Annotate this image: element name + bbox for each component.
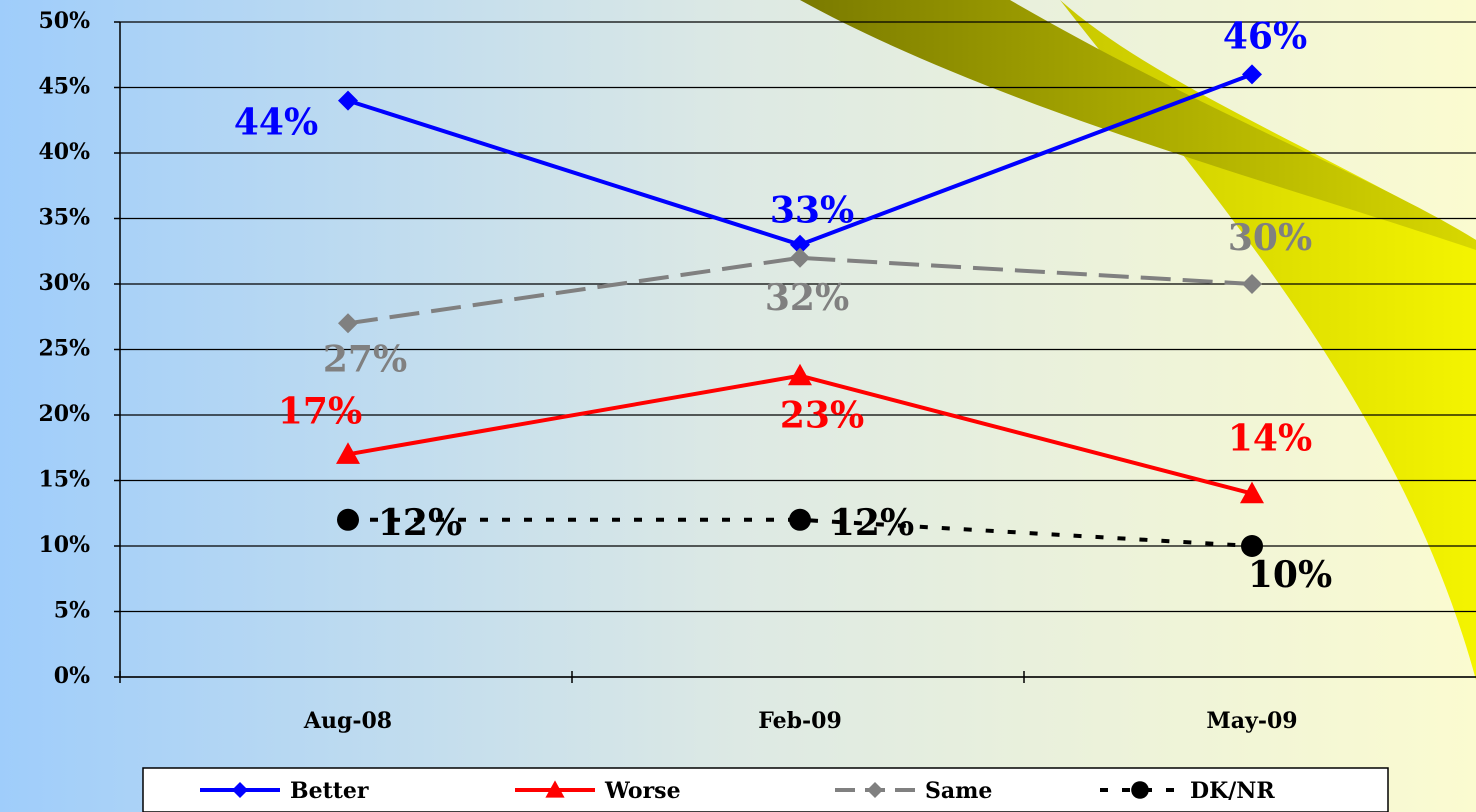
- legend-label: Better: [290, 778, 369, 804]
- marker: [790, 234, 810, 255]
- series-line: [347, 255, 1253, 326]
- value-label: 17%: [278, 390, 362, 432]
- y-tick-label: 20%: [38, 401, 90, 427]
- marker: [790, 247, 810, 268]
- legend-marker: [867, 782, 883, 798]
- y-tick-label: 45%: [38, 74, 90, 100]
- series-line: [348, 517, 1253, 548]
- y-tick-label: 25%: [38, 336, 90, 362]
- marker: [1242, 274, 1262, 294]
- marker: [338, 90, 358, 111]
- value-label: 32%: [765, 277, 849, 319]
- marker: [788, 363, 812, 386]
- legend-box: [142, 767, 1389, 812]
- value-label: 14%: [1228, 418, 1312, 460]
- decor-stripe: [800, 0, 1476, 250]
- marker: [789, 508, 811, 531]
- legend-marker: [1131, 781, 1149, 799]
- value-label: 12%: [378, 502, 462, 544]
- y-tick-label: 5%: [54, 598, 90, 624]
- y-tick-label: 0%: [54, 663, 90, 689]
- y-tick-label: 35%: [38, 205, 90, 231]
- value-label: 46%: [1223, 15, 1307, 57]
- x-tick-label: Feb-09: [758, 708, 842, 734]
- legend-marker: [545, 780, 565, 798]
- x-tick-label: May-09: [1206, 708, 1297, 734]
- marker: [337, 508, 359, 531]
- value-label: 30%: [1228, 217, 1312, 259]
- legend-label: Worse: [604, 778, 681, 804]
- y-tick-label: 30%: [38, 270, 90, 296]
- value-label: 23%: [780, 395, 864, 437]
- y-tick-label: 10%: [38, 532, 90, 558]
- legend-marker: [232, 782, 248, 798]
- marker: [338, 313, 358, 334]
- value-label: 27%: [323, 338, 407, 380]
- y-tick-label: 40%: [38, 139, 90, 165]
- value-label: 12%: [830, 502, 914, 544]
- value-label: 10%: [1248, 554, 1332, 596]
- marker: [1240, 481, 1264, 504]
- x-tick-label: Aug-08: [303, 708, 392, 734]
- value-label: 33%: [770, 190, 854, 232]
- y-tick-label: 50%: [38, 8, 90, 34]
- value-label: 44%: [234, 102, 318, 144]
- marker: [1241, 535, 1263, 557]
- marker: [1242, 64, 1262, 85]
- legend-label: DK/NR: [1190, 778, 1275, 804]
- marker: [336, 442, 360, 464]
- legend-label: Same: [925, 778, 992, 804]
- y-tick-label: 15%: [38, 467, 90, 493]
